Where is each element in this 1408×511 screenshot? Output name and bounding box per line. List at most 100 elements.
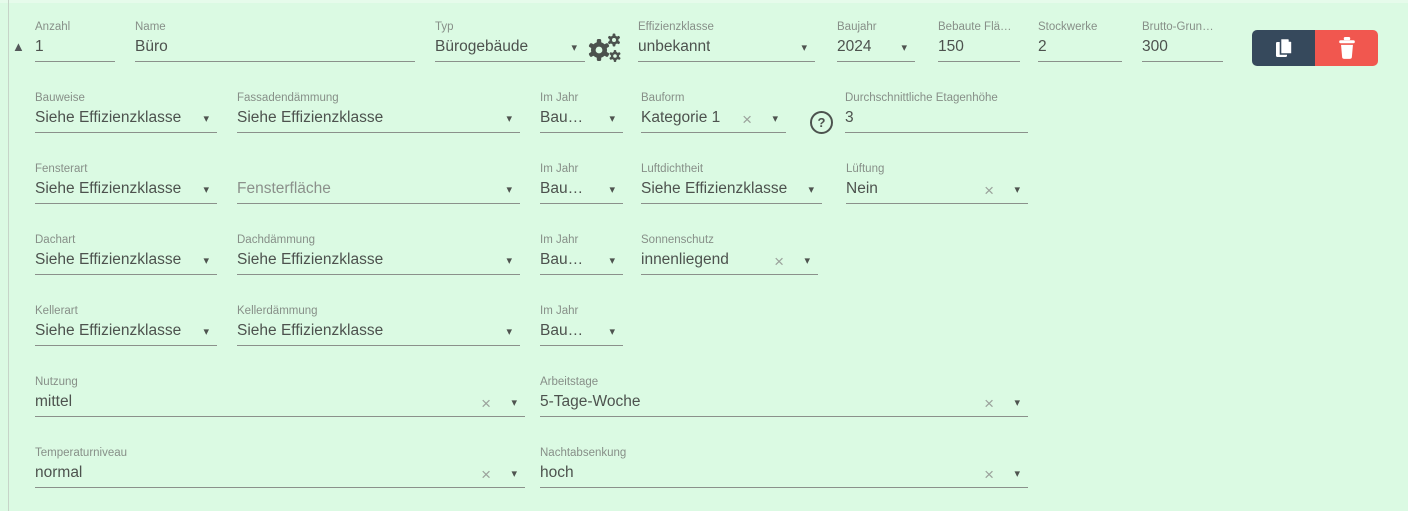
chevron-down-icon[interactable]: ▾ (609, 255, 615, 267)
luftdichtheit-select[interactable]: Siehe Effizienzklasse ▾ (641, 179, 822, 204)
clear-icon[interactable]: × (774, 252, 784, 271)
clear-icon[interactable]: × (742, 110, 752, 129)
collapse-arrow-icon[interactable]: ▲ (12, 39, 25, 54)
chevron-down-icon[interactable]: ▾ (609, 113, 615, 125)
field-anzahl: Anzahl 1 (35, 20, 115, 62)
nutzung-select[interactable]: mittel × ▾ (35, 392, 525, 417)
baujahr-select[interactable]: 2024 ▾ (837, 37, 915, 62)
nachtabsenkung-select[interactable]: hoch × ▾ (540, 463, 1028, 488)
panel-left-edge (8, 0, 9, 511)
field-sonnenschutz: Sonnenschutz innenliegend × ▾ (641, 233, 818, 275)
name-label: Name (135, 21, 166, 33)
clear-icon[interactable]: × (984, 465, 994, 484)
clear-icon[interactable]: × (481, 394, 491, 413)
im-jahr-keller-select[interactable]: Bau… ▾ (540, 321, 623, 346)
field-etagenhoehe: Durchschnittliche Etagenhöhe 3 (845, 91, 1028, 133)
field-bauweise: Bauweise Siehe Effizienzklasse ▾ (35, 91, 217, 133)
clear-icon[interactable]: × (984, 181, 994, 200)
chevron-down-icon[interactable]: ▾ (511, 397, 517, 409)
sonnenschutz-label: Sonnenschutz (641, 234, 714, 246)
fassadendaemmung-select[interactable]: Siehe Effizienzklasse ▾ (237, 108, 520, 133)
typ-select[interactable]: Bürogebäude ▾ (435, 37, 585, 62)
dachart-select[interactable]: Siehe Effizienzklasse ▾ (35, 250, 217, 275)
im-jahr-label: Im Jahr (540, 305, 579, 317)
field-luftdichtheit: Luftdichtheit Siehe Effizienzklasse ▾ (641, 162, 822, 204)
bauform-value: Kategorie 1 (641, 109, 721, 126)
clear-icon[interactable]: × (984, 394, 994, 413)
stockwerke-input[interactable]: 2 (1038, 37, 1122, 62)
field-dachdaemmung: Dachdämmung Siehe Effizienzklasse ▾ (237, 233, 520, 275)
field-nutzung: Nutzung mittel × ▾ (35, 375, 525, 417)
chevron-down-icon[interactable]: ▾ (1014, 397, 1020, 409)
typ-value: Bürogebäude (435, 38, 529, 55)
temperaturniveau-value: normal (35, 464, 83, 481)
kellerdaemmung-label: Kellerdämmung (237, 305, 318, 317)
field-bauform: Bauform Kategorie 1 × ▾ (641, 91, 786, 133)
chevron-down-icon[interactable]: ▾ (1014, 468, 1020, 480)
bebaute-flaeche-input[interactable]: 150 (938, 37, 1020, 62)
chevron-down-icon[interactable]: ▾ (511, 468, 517, 480)
clear-icon[interactable]: × (481, 465, 491, 484)
bauweise-select[interactable]: Siehe Effizienzklasse ▾ (35, 108, 217, 133)
baujahr-value: 2024 (837, 38, 872, 55)
field-fassadendaemmung: Fassadendämmung Siehe Effizienzklasse ▾ (237, 91, 520, 133)
chevron-down-icon[interactable]: ▾ (203, 255, 209, 267)
duplicate-button[interactable] (1252, 30, 1315, 66)
chevron-down-icon[interactable]: ▾ (203, 113, 209, 125)
dachdaemmung-label: Dachdämmung (237, 234, 315, 246)
delete-button[interactable] (1315, 30, 1378, 66)
im-jahr-fenster-value: Bau… (540, 180, 584, 197)
chevron-down-icon[interactable]: ▾ (609, 184, 615, 196)
chevron-down-icon[interactable]: ▾ (1014, 184, 1020, 196)
chevron-down-icon[interactable]: ▾ (808, 184, 814, 196)
anzahl-value: 1 (35, 38, 44, 55)
anzahl-input[interactable]: 1 (35, 37, 115, 62)
luftdichtheit-label: Luftdichtheit (641, 163, 704, 175)
im-jahr-fenster-select[interactable]: Bau… ▾ (540, 179, 623, 204)
fensterart-select[interactable]: Siehe Effizienzklasse ▾ (35, 179, 217, 204)
field-fensterflaeche: Fensterfläche ▾ (237, 162, 520, 204)
chevron-down-icon[interactable]: ▾ (506, 113, 512, 125)
lueftung-select[interactable]: Nein × ▾ (846, 179, 1028, 204)
chevron-down-icon[interactable]: ▾ (203, 326, 209, 338)
kellerdaemmung-select[interactable]: Siehe Effizienzklasse ▾ (237, 321, 520, 346)
im-jahr-dach-select[interactable]: Bau… ▾ (540, 250, 623, 275)
help-icon[interactable]: ? (810, 111, 833, 134)
chevron-down-icon[interactable]: ▾ (801, 42, 807, 54)
arbeitstage-label: Arbeitstage (540, 376, 599, 388)
field-nachtabsenkung: Nachtabsenkung hoch × ▾ (540, 446, 1028, 488)
effizienzklasse-select[interactable]: unbekannt ▾ (638, 37, 815, 62)
brutto-grundflaeche-input[interactable]: 300 (1142, 37, 1223, 62)
lueftung-value: Nein (846, 180, 878, 197)
chevron-down-icon[interactable]: ▾ (609, 326, 615, 338)
sonnenschutz-value: innenliegend (641, 251, 729, 268)
fensterart-label: Fensterart (35, 163, 88, 175)
name-input[interactable]: Büro (135, 37, 415, 62)
baujahr-label: Baujahr (837, 21, 877, 33)
dachdaemmung-select[interactable]: Siehe Effizienzklasse ▾ (237, 250, 520, 275)
chevron-down-icon[interactable]: ▾ (901, 42, 907, 54)
settings-gears-icon[interactable] (584, 29, 624, 69)
nutzung-label: Nutzung (35, 376, 78, 388)
arbeitstage-select[interactable]: 5-Tage-Woche × ▾ (540, 392, 1028, 417)
brutto-grundflaeche-value: 300 (1142, 38, 1168, 55)
im-jahr-dach-value: Bau… (540, 251, 584, 268)
chevron-down-icon[interactable]: ▾ (506, 184, 512, 196)
chevron-down-icon[interactable]: ▾ (571, 42, 577, 54)
im-jahr-fassade-select[interactable]: Bau… ▾ (540, 108, 623, 133)
chevron-down-icon[interactable]: ▾ (506, 326, 512, 338)
chevron-down-icon[interactable]: ▾ (804, 255, 810, 267)
bauform-select[interactable]: Kategorie 1 × ▾ (641, 108, 786, 133)
field-im-jahr-keller: Im Jahr Bau… ▾ (540, 304, 623, 346)
field-typ: Typ Bürogebäude ▾ (435, 20, 585, 62)
sonnenschutz-select[interactable]: innenliegend × ▾ (641, 250, 818, 275)
dachdaemmung-value: Siehe Effizienzklasse (237, 251, 384, 268)
chevron-down-icon[interactable]: ▾ (506, 255, 512, 267)
kellerart-label: Kellerart (35, 305, 78, 317)
kellerart-select[interactable]: Siehe Effizienzklasse ▾ (35, 321, 217, 346)
fensterflaeche-select[interactable]: Fensterfläche ▾ (237, 179, 520, 204)
etagenhoehe-input[interactable]: 3 (845, 108, 1028, 133)
temperaturniveau-select[interactable]: normal × ▾ (35, 463, 525, 488)
chevron-down-icon[interactable]: ▾ (772, 113, 778, 125)
chevron-down-icon[interactable]: ▾ (203, 184, 209, 196)
